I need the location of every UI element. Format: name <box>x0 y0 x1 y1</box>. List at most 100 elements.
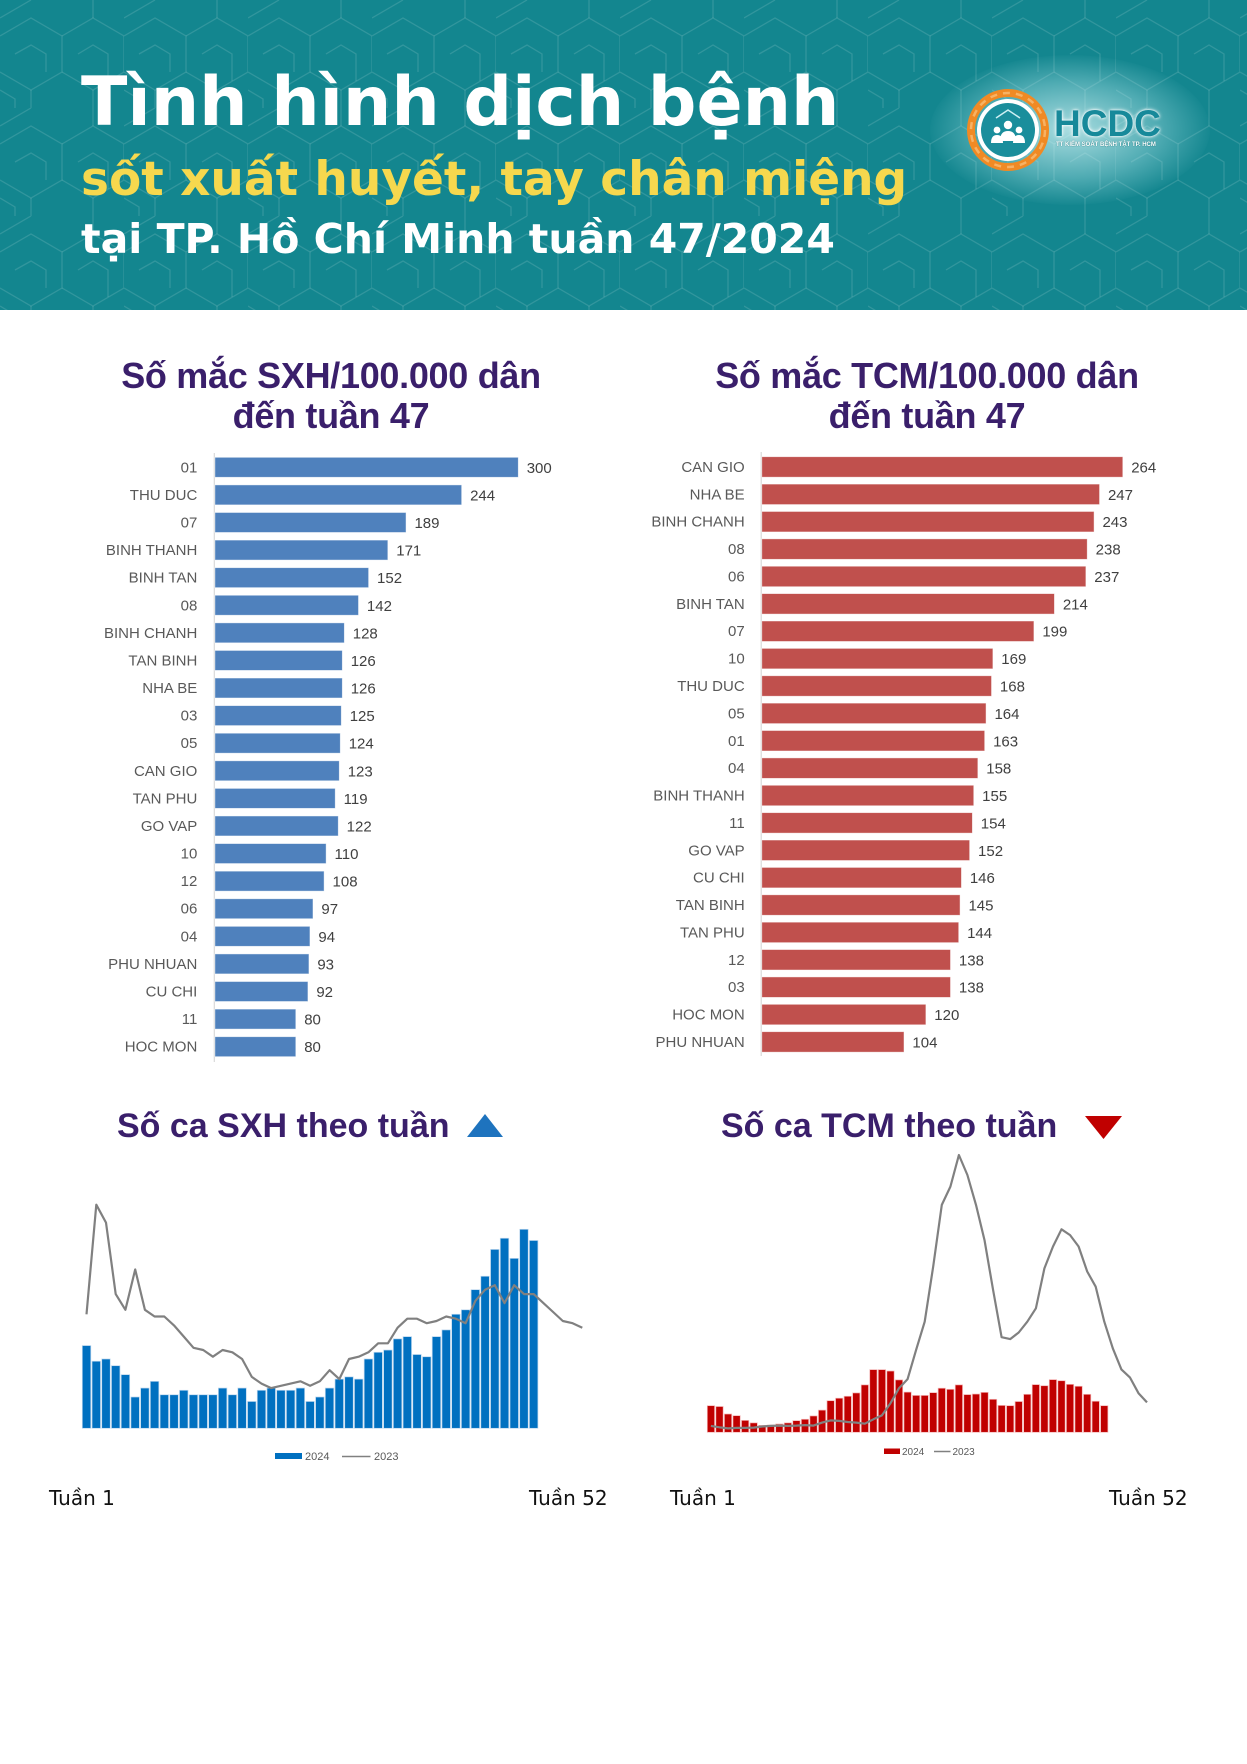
value-label: 108 <box>333 874 358 891</box>
category-label: 10 <box>181 846 198 863</box>
value-label: 154 <box>981 815 1006 832</box>
bar-2024-week-8 <box>149 1380 160 1429</box>
bar-2024-week-12 <box>188 1394 199 1429</box>
bar-2024-week-46 <box>519 1228 529 1429</box>
value-label: 145 <box>968 898 993 915</box>
bar-2024-week-44 <box>499 1237 510 1429</box>
bar-2024-week-18 <box>247 1401 257 1429</box>
bar <box>214 539 389 561</box>
sxh-x-start-label: Tuần 1 <box>49 1486 115 1510</box>
bar <box>214 650 343 671</box>
bar-2024-week-5 <box>741 1420 750 1433</box>
value-label: 142 <box>367 598 392 615</box>
bar-2024-week-22 <box>286 1389 296 1429</box>
bar <box>214 1036 297 1058</box>
bar-2024-week-36 <box>1006 1405 1015 1433</box>
bar-2024-week-31 <box>963 1394 972 1433</box>
bar-2024-week-27 <box>334 1378 344 1429</box>
bar <box>761 757 979 779</box>
bar <box>214 953 310 975</box>
logo-text: HCDC <box>1054 103 1161 144</box>
value-label: 247 <box>1108 487 1133 504</box>
bar-2024-week-37 <box>1014 1401 1023 1433</box>
category-label: GO VAP <box>141 818 197 835</box>
category-label: BINH CHANH <box>651 514 744 531</box>
tcm-x-start-label: Tuần 1 <box>670 1486 736 1510</box>
bar-2024-week-30 <box>954 1384 963 1433</box>
value-label: 125 <box>350 708 375 725</box>
category-label: 07 <box>728 623 745 640</box>
value-label: 119 <box>344 791 368 808</box>
category-label: BINH TAN <box>676 596 745 613</box>
bar <box>214 705 342 727</box>
category-label: GO VAP <box>688 842 744 859</box>
bar-2024-week-20 <box>266 1387 276 1429</box>
bar <box>214 843 327 864</box>
bar-2024-week-9 <box>775 1423 784 1433</box>
bar-2024-week-3 <box>101 1358 111 1429</box>
category-label: PHU NHUAN <box>656 1034 745 1051</box>
category-label: 03 <box>728 979 745 996</box>
bar <box>761 593 1055 615</box>
category-label: 12 <box>181 873 198 890</box>
bar <box>761 976 951 998</box>
bar-2024-week-27 <box>929 1392 938 1433</box>
bar-2024-week-7 <box>140 1387 150 1429</box>
bar <box>761 812 973 834</box>
bar-2024-week-7 <box>758 1425 767 1433</box>
bar-2024-week-5 <box>120 1374 131 1429</box>
title-line-2: sốt xuất huyết, tay chân miệng <box>81 152 908 207</box>
bar-2024-week-14 <box>208 1394 218 1429</box>
bar-2024-week-36 <box>422 1356 432 1429</box>
category-label: 10 <box>728 651 745 668</box>
value-label: 214 <box>1063 596 1088 613</box>
category-label: 04 <box>181 928 198 945</box>
bar-2024-week-42 <box>480 1275 490 1429</box>
legend-label-2023: 2023 <box>953 1447 976 1458</box>
category-label: CAN GIO <box>134 763 197 780</box>
bar-2024-week-38 <box>441 1329 451 1429</box>
bar-2024-week-32 <box>383 1349 393 1429</box>
bar-2024-week-37 <box>431 1336 442 1429</box>
category-label: CU CHI <box>693 870 745 887</box>
bar <box>761 456 1124 478</box>
bar <box>214 898 314 920</box>
bar-2024-week-33 <box>980 1392 989 1433</box>
tcm-rate-chart-title: Số mắc TCM/100.000 dân đến tuần 47 <box>667 356 1187 436</box>
bar-2024-week-10 <box>169 1394 179 1429</box>
category-label: 06 <box>728 568 745 585</box>
bar-2024-week-25 <box>912 1395 921 1433</box>
category-label: 11 <box>729 815 745 832</box>
bar-2024-week-24 <box>305 1401 315 1429</box>
bar-2024-week-4 <box>732 1415 741 1433</box>
legend: 2024 2023 <box>275 1451 398 1463</box>
title-line-3: tại TP. Hồ Chí Minh tuần 47/2024 <box>81 215 835 263</box>
bar-2024-week-21 <box>276 1389 286 1429</box>
bar <box>761 894 961 916</box>
bar <box>214 870 325 892</box>
bar <box>214 622 345 644</box>
bar <box>214 760 340 782</box>
bar-2024-week-38 <box>1023 1393 1032 1433</box>
value-label: 93 <box>317 956 334 973</box>
bar-2024-week-45 <box>1083 1393 1092 1433</box>
bar <box>761 511 1095 533</box>
bar-2024-week-16 <box>227 1394 237 1429</box>
value-label: 158 <box>986 761 1011 778</box>
bar <box>214 512 407 533</box>
bar-2024-week-43 <box>490 1249 500 1429</box>
bar-2024-week-17 <box>237 1387 247 1429</box>
triangle-up-icon <box>467 1114 503 1137</box>
bar-2024-week-15 <box>826 1400 835 1433</box>
category-label: 01 <box>181 459 198 476</box>
bar <box>761 565 1087 588</box>
category-label: BINH THANH <box>106 542 197 559</box>
bar <box>214 815 339 837</box>
value-label: 237 <box>1094 569 1119 586</box>
legend-label-2024: 2024 <box>305 1451 329 1463</box>
sxh-weekly-title: Số ca SXH theo tuần <box>117 1107 450 1145</box>
bar <box>761 483 1100 505</box>
line-2023 <box>85 1203 583 1390</box>
category-label: 07 <box>181 514 198 531</box>
bar-2024-week-11 <box>179 1389 189 1429</box>
